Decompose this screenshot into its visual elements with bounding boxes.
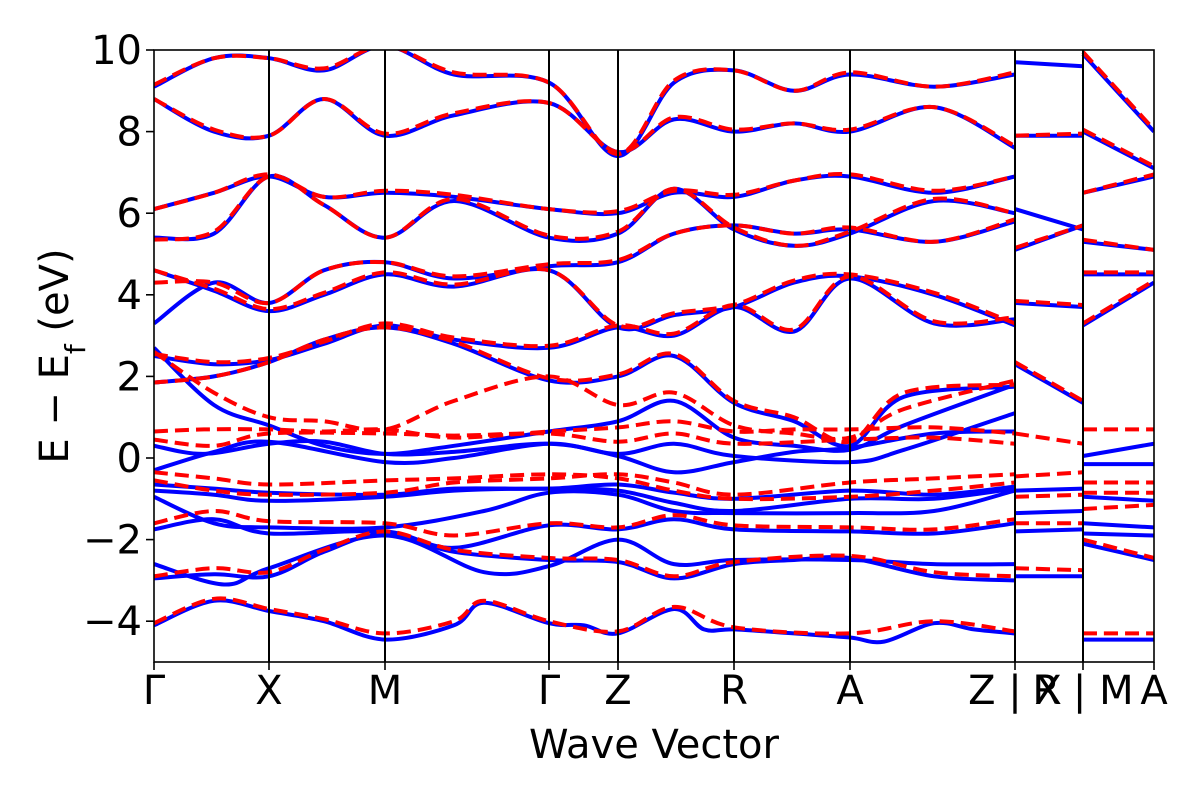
y-axis-title-main: E − E bbox=[32, 354, 78, 464]
y-tick-label: −2 bbox=[83, 518, 142, 564]
y-tick-label: 10 bbox=[91, 28, 142, 74]
dashed-band-0 bbox=[154, 596, 1016, 636]
dashed-band-19 bbox=[1014, 470, 1084, 479]
dashed-band-33 bbox=[1082, 237, 1154, 252]
solid-band-31 bbox=[1082, 521, 1154, 530]
dashed-band-20 bbox=[1014, 431, 1084, 446]
y-tick-label: 2 bbox=[117, 354, 142, 400]
dashed-band-27 bbox=[1082, 502, 1154, 511]
y-tick-label: 0 bbox=[117, 436, 142, 482]
dashed-band-15 bbox=[154, 50, 1016, 157]
solid-band-34 bbox=[1082, 441, 1154, 458]
y-tick-label: 4 bbox=[117, 273, 142, 319]
solid-band-19 bbox=[1014, 527, 1084, 534]
x-tick-label: Γ bbox=[538, 668, 561, 714]
y-axis-title: E − Ef (eV) bbox=[32, 248, 92, 463]
dashed-band-34 bbox=[1082, 172, 1154, 195]
y-axis-title-subscript: f bbox=[59, 343, 92, 354]
solid-band-32 bbox=[1082, 494, 1154, 503]
y-axis-title-unit: (eV) bbox=[32, 248, 78, 344]
solid-band-27 bbox=[1014, 60, 1084, 69]
solid-band-30 bbox=[1082, 531, 1154, 538]
dashed-band-18 bbox=[1014, 492, 1084, 499]
plot-frame bbox=[153, 49, 1155, 663]
x-tick-label: Z bbox=[604, 668, 631, 714]
x-tick-label: R | M bbox=[1032, 668, 1133, 714]
y-axis: −4 −2 0 2 4 6 8 10 bbox=[83, 28, 154, 645]
dashed-band-35 bbox=[1082, 127, 1154, 169]
solid-band-29 bbox=[1082, 541, 1154, 562]
dashed-band-16 bbox=[1014, 566, 1084, 573]
solid-band-20 bbox=[1014, 509, 1084, 516]
x-tick-label: M bbox=[368, 668, 403, 714]
solid-band-21 bbox=[1014, 486, 1084, 493]
y-tick-label: 6 bbox=[117, 191, 142, 237]
kpoint-divider-lines bbox=[268, 50, 1084, 662]
x-tick-label: Z | X bbox=[968, 668, 1062, 714]
x-tick-label: Γ bbox=[143, 668, 166, 714]
dashed-band-1 bbox=[154, 529, 1016, 579]
dashed-band-23 bbox=[1014, 223, 1084, 250]
dashed-band-26 bbox=[1082, 537, 1154, 560]
y-tick-label: 8 bbox=[117, 110, 142, 156]
x-tick-label: A bbox=[836, 668, 864, 714]
x-axis-title: Wave Vector bbox=[529, 722, 780, 768]
x-tick-label: R bbox=[720, 668, 748, 714]
dashed-band-24 bbox=[1014, 131, 1084, 138]
dashed-band-22 bbox=[1014, 298, 1084, 307]
dashed-band-36 bbox=[1081, 50, 1154, 131]
dashed-band-21 bbox=[1014, 360, 1084, 403]
y-tick-label: −4 bbox=[83, 599, 142, 645]
solid-band-23 bbox=[1014, 301, 1084, 309]
dashed-band-31 bbox=[1081, 278, 1154, 326]
x-tick-label: X bbox=[255, 668, 282, 714]
x-tick-label: A bbox=[1140, 668, 1168, 714]
